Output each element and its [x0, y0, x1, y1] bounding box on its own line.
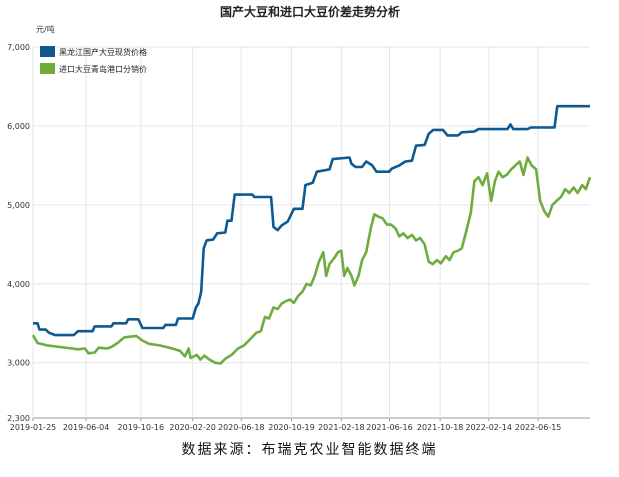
y-tick-label: 3,000: [7, 359, 30, 368]
x-tick-label: 2022-06-15: [515, 423, 562, 432]
x-axis-ticks: 2019-01-25 2019-06-04 2019-10-16 2020-02-20…: [10, 418, 562, 432]
chart: 国产大豆和进口大豆价差走势分析 元/吨 7,000 6,000 5,000 4,000…: [7, 4, 592, 432]
legend-label-1: 黑龙江国产大豆现货价格: [59, 47, 147, 57]
legend-swatch-2: [40, 63, 55, 74]
x-tick-label: 2021-06-16: [366, 423, 413, 432]
x-tick-label: 2019-01-25: [10, 423, 57, 432]
x-tick-label: 2019-06-04: [63, 423, 110, 432]
legend-swatch-1: [40, 46, 55, 57]
y-tick-label: 6,000: [7, 122, 30, 131]
y-tick-label: 2,300: [7, 414, 30, 423]
y-axis-ticks: 7,000 6,000 5,000 4,000 3,000 2,300: [7, 43, 30, 423]
x-tick-label: 2022-02-14: [465, 423, 512, 432]
series-line-1: [33, 104, 590, 337]
x-tick-label: 2020-10-19: [268, 423, 315, 432]
x-tick-label: 2020-02-20: [169, 423, 216, 432]
y-tick-label: 4,000: [7, 280, 30, 289]
chart-title: 国产大豆和进口大豆价差走势分析: [220, 4, 400, 19]
x-tick-label: 2021-10-18: [417, 423, 464, 432]
series-lines: [31, 104, 592, 365]
x-tick-label: 2019-10-16: [118, 423, 165, 432]
x-tick-label: 2021-02-18: [318, 423, 365, 432]
y-axis-unit: 元/吨: [36, 24, 55, 34]
series-line-2: [31, 156, 592, 365]
source-caption: 数据来源：布瑞克农业智能数据终端: [181, 442, 438, 458]
y-tick-label: 7,000: [7, 43, 30, 52]
y-tick-label: 5,000: [7, 201, 30, 210]
x-tick-label: 2020-06-18: [218, 423, 265, 432]
gridlines: [32, 46, 590, 419]
legend-label-2: 进口大豆青岛港口分销价: [59, 64, 147, 74]
